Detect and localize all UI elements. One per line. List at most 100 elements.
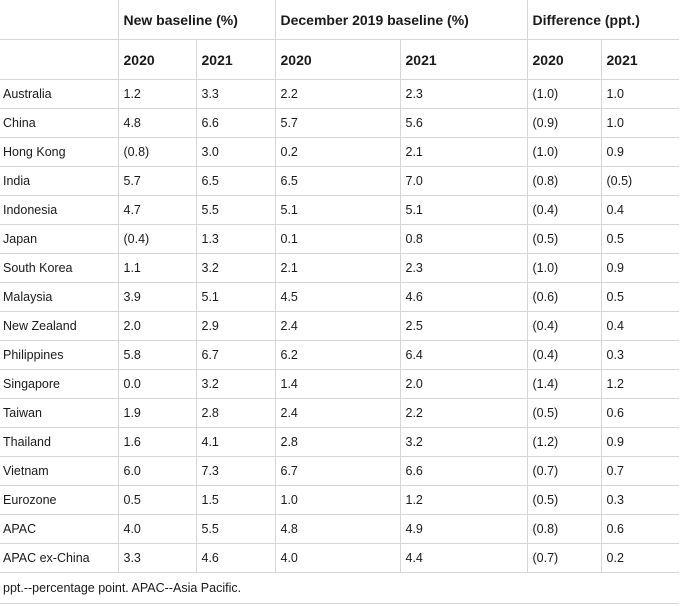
dec-2020-cell: 2.1 xyxy=(274,253,400,283)
country-cell: South Korea xyxy=(0,253,118,283)
new-2020-cell: (0.8) xyxy=(117,137,196,167)
new-2020-cell: 3.3 xyxy=(117,543,196,573)
new-2020-cell: 1.9 xyxy=(117,398,196,428)
country-cell: APAC xyxy=(0,514,118,544)
year-header-diff-2020: 2020 xyxy=(526,39,602,80)
table-row: Thailand 1.6 4.1 2.8 3.2 (1.2) 0.9 xyxy=(0,427,680,457)
new-2021-cell: 1.3 xyxy=(195,224,275,254)
dec-2020-cell: 6.5 xyxy=(274,166,400,196)
diff-2020-cell: (0.8) xyxy=(526,166,602,196)
dec-2020-cell: 0.1 xyxy=(274,224,400,254)
diff-2021-cell: 1.0 xyxy=(600,79,680,109)
new-2020-cell: 1.1 xyxy=(117,253,196,283)
new-2021-cell: 3.0 xyxy=(195,137,275,167)
dec-2020-cell: 2.8 xyxy=(274,427,400,457)
country-cell: Hong Kong xyxy=(0,137,118,167)
dec-2021-cell: 6.6 xyxy=(399,456,528,486)
table-row: Philippines 5.8 6.7 6.2 6.4 (0.4) 0.3 xyxy=(0,340,680,370)
dec-2021-cell: 2.2 xyxy=(399,398,528,428)
country-cell: New Zealand xyxy=(0,311,118,341)
group-header-row: New baseline (%) December 2019 baseline … xyxy=(0,0,680,40)
year-header-new-2021: 2021 xyxy=(195,39,275,80)
new-2020-cell: 1.6 xyxy=(117,427,196,457)
new-2020-cell: 4.0 xyxy=(117,514,196,544)
year-header-diff-2021: 2021 xyxy=(600,39,680,80)
year-header-dec-2020: 2020 xyxy=(274,39,400,80)
diff-2020-cell: (0.5) xyxy=(526,485,602,515)
table-row: Indonesia 4.7 5.5 5.1 5.1 (0.4) 0.4 xyxy=(0,195,680,225)
country-cell: Taiwan xyxy=(0,398,118,428)
diff-2020-cell: (1.0) xyxy=(526,79,602,109)
diff-2020-cell: (0.4) xyxy=(526,195,602,225)
new-2020-cell: 5.8 xyxy=(117,340,196,370)
new-2021-cell: 6.7 xyxy=(195,340,275,370)
dec-2021-cell: 4.6 xyxy=(399,282,528,312)
table-row: South Korea 1.1 3.2 2.1 2.3 (1.0) 0.9 xyxy=(0,253,680,283)
group-header-difference: Difference (ppt.) xyxy=(526,0,680,40)
dec-2020-cell: 1.4 xyxy=(274,369,400,399)
table-row: Malaysia 3.9 5.1 4.5 4.6 (0.6) 0.5 xyxy=(0,282,680,312)
dec-2020-cell: 0.2 xyxy=(274,137,400,167)
diff-2020-cell: (0.7) xyxy=(526,543,602,573)
dec-2021-cell: 1.2 xyxy=(399,485,528,515)
new-2020-cell: 0.0 xyxy=(117,369,196,399)
diff-2020-cell: (0.5) xyxy=(526,398,602,428)
new-2021-cell: 5.5 xyxy=(195,514,275,544)
new-2021-cell: 6.5 xyxy=(195,166,275,196)
country-cell: China xyxy=(0,108,118,138)
diff-2020-cell: (1.4) xyxy=(526,369,602,399)
table-row: Vietnam 6.0 7.3 6.7 6.6 (0.7) 0.7 xyxy=(0,456,680,486)
dec-2020-cell: 5.1 xyxy=(274,195,400,225)
diff-2021-cell: 0.4 xyxy=(600,195,680,225)
new-2021-cell: 4.1 xyxy=(195,427,275,457)
country-cell: Philippines xyxy=(0,340,118,370)
diff-2021-cell: 0.2 xyxy=(600,543,680,573)
dec-2021-cell: 2.0 xyxy=(399,369,528,399)
diff-2021-cell: 0.3 xyxy=(600,485,680,515)
new-2020-cell: 2.0 xyxy=(117,311,196,341)
dec-2021-cell: 7.0 xyxy=(399,166,528,196)
new-2020-cell: 4.8 xyxy=(117,108,196,138)
dec-2020-cell: 4.5 xyxy=(274,282,400,312)
diff-2020-cell: (1.0) xyxy=(526,137,602,167)
diff-2020-cell: (1.2) xyxy=(526,427,602,457)
table-row: Singapore 0.0 3.2 1.4 2.0 (1.4) 1.2 xyxy=(0,369,680,399)
new-2020-cell: 3.9 xyxy=(117,282,196,312)
country-cell: Australia xyxy=(0,79,118,109)
dec-2021-cell: 2.5 xyxy=(399,311,528,341)
dec-2021-cell: 6.4 xyxy=(399,340,528,370)
table-row: Australia 1.2 3.3 2.2 2.3 (1.0) 1.0 xyxy=(0,79,680,109)
new-2020-cell: 1.2 xyxy=(117,79,196,109)
country-cell: APAC ex-China xyxy=(0,543,118,573)
table-row: New Zealand 2.0 2.9 2.4 2.5 (0.4) 0.4 xyxy=(0,311,680,341)
table-row: APAC 4.0 5.5 4.8 4.9 (0.8) 0.6 xyxy=(0,514,680,544)
diff-2021-cell: 1.2 xyxy=(600,369,680,399)
dec-2021-cell: 4.9 xyxy=(399,514,528,544)
new-2020-cell: 5.7 xyxy=(117,166,196,196)
table-row: APAC ex-China 3.3 4.6 4.0 4.4 (0.7) 0.2 xyxy=(0,543,680,573)
group-header-december-baseline: December 2019 baseline (%) xyxy=(274,0,528,40)
new-2020-cell: 0.5 xyxy=(117,485,196,515)
diff-2020-cell: (0.4) xyxy=(526,340,602,370)
new-2020-cell: (0.4) xyxy=(117,224,196,254)
year-header-new-2020: 2020 xyxy=(117,39,196,80)
table-row: Japan (0.4) 1.3 0.1 0.8 (0.5) 0.5 xyxy=(0,224,680,254)
new-2021-cell: 2.9 xyxy=(195,311,275,341)
dec-2021-cell: 2.3 xyxy=(399,253,528,283)
diff-2021-cell: 0.9 xyxy=(600,137,680,167)
country-cell: Eurozone xyxy=(0,485,118,515)
diff-2020-cell: (0.9) xyxy=(526,108,602,138)
table-row: Eurozone 0.5 1.5 1.0 1.2 (0.5) 0.3 xyxy=(0,485,680,515)
diff-2020-cell: (0.8) xyxy=(526,514,602,544)
dec-2021-cell: 4.4 xyxy=(399,543,528,573)
diff-2020-cell: (0.5) xyxy=(526,224,602,254)
dec-2020-cell: 2.4 xyxy=(274,311,400,341)
diff-2021-cell: 0.7 xyxy=(600,456,680,486)
dec-2021-cell: 5.1 xyxy=(399,195,528,225)
dec-2021-cell: 3.2 xyxy=(399,427,528,457)
dec-2021-cell: 0.8 xyxy=(399,224,528,254)
new-2021-cell: 3.2 xyxy=(195,369,275,399)
country-cell: Japan xyxy=(0,224,118,254)
diff-2021-cell: 1.0 xyxy=(600,108,680,138)
diff-2021-cell: 0.3 xyxy=(600,340,680,370)
